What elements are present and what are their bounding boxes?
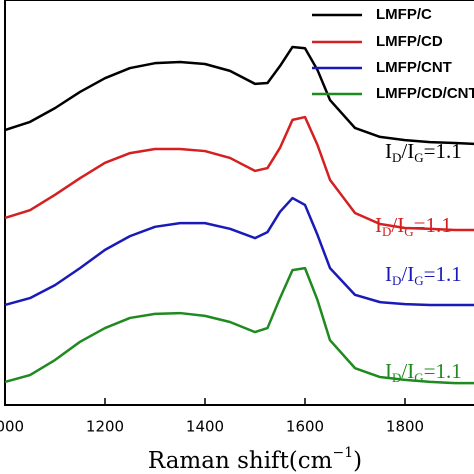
x-axis-label-part: Raman shift(cm	[148, 448, 333, 474]
legend-label: LMFP/CNT	[376, 59, 452, 76]
annotation-sub: G	[414, 370, 423, 385]
legend-label: LMFP/CD/CNT	[376, 85, 474, 102]
annotation-part: /I	[401, 359, 414, 383]
annotation-part: =1.1	[424, 262, 462, 286]
annotation-part: /I	[401, 139, 414, 163]
plot-frame	[4, 0, 474, 406]
series-line	[4, 45, 474, 146]
annotation-part: =1.1	[424, 359, 462, 383]
annotation-sub: G	[404, 224, 413, 239]
annotation-part: I	[375, 213, 382, 237]
annotation-sub: D	[392, 150, 401, 165]
x-tick-label: 1800	[386, 418, 424, 436]
series-line	[4, 115, 474, 232]
x-axis-label: Raman shift(cm−1)	[148, 445, 362, 474]
legend-label: LMFP/CD	[376, 33, 443, 50]
annotation-sub: D	[392, 273, 401, 288]
annotation-part: /I	[391, 213, 404, 237]
annotation-part: =1.1	[414, 213, 452, 237]
annotation-part: I	[385, 262, 392, 286]
annotation: ID/IG=1.1	[385, 262, 462, 288]
annotation-sub: G	[414, 273, 423, 288]
annotation: ID/IG=1.1	[375, 213, 452, 239]
legend-label: LMFP/C	[376, 6, 432, 23]
x-tick-label: 1400	[186, 418, 224, 436]
series-line	[4, 196, 474, 307]
annotation-part: I	[385, 139, 392, 163]
x-tick-label: 1600	[286, 418, 324, 436]
annotation-part: =1.1	[424, 139, 462, 163]
annotation-part: I	[385, 359, 392, 383]
annotation-sub: D	[392, 370, 401, 385]
x-axis-label-sup: −1	[332, 445, 353, 461]
x-tick-label: 1000	[0, 418, 24, 436]
annotation-sub: G	[414, 150, 423, 165]
annotation: ID/IG=1.1	[385, 139, 462, 165]
annotation-sub: D	[382, 224, 391, 239]
series-line	[4, 266, 474, 385]
annotation-part: /I	[401, 262, 414, 286]
annotation: ID/IG=1.1	[385, 359, 462, 385]
x-axis-label-part: )	[353, 448, 362, 474]
x-tick-label: 1200	[86, 418, 124, 436]
